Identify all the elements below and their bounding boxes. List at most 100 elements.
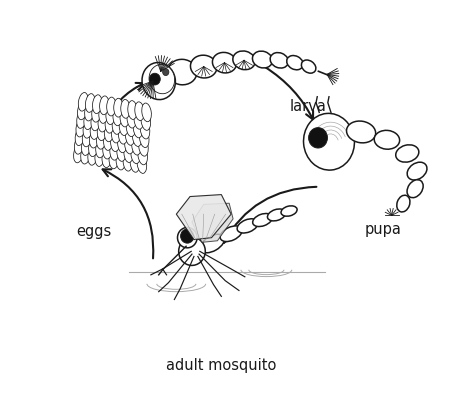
Ellipse shape xyxy=(301,60,316,73)
Ellipse shape xyxy=(75,127,85,146)
Ellipse shape xyxy=(76,118,86,137)
Ellipse shape xyxy=(102,149,111,168)
Ellipse shape xyxy=(309,128,328,148)
Ellipse shape xyxy=(77,110,86,128)
Polygon shape xyxy=(192,203,233,242)
Ellipse shape xyxy=(287,56,303,70)
Ellipse shape xyxy=(139,137,148,156)
Text: larva: larva xyxy=(290,99,327,114)
Ellipse shape xyxy=(82,128,92,147)
Ellipse shape xyxy=(91,112,100,131)
Ellipse shape xyxy=(133,119,143,138)
Polygon shape xyxy=(176,195,231,240)
Ellipse shape xyxy=(99,104,108,123)
Ellipse shape xyxy=(88,146,97,165)
Ellipse shape xyxy=(110,133,120,152)
Ellipse shape xyxy=(163,69,169,75)
Ellipse shape xyxy=(84,111,93,129)
Ellipse shape xyxy=(121,100,130,118)
Ellipse shape xyxy=(407,180,423,198)
Ellipse shape xyxy=(131,145,140,164)
Ellipse shape xyxy=(132,136,141,155)
Ellipse shape xyxy=(97,122,107,141)
Ellipse shape xyxy=(100,96,109,115)
Ellipse shape xyxy=(111,124,121,143)
Ellipse shape xyxy=(82,137,91,155)
Ellipse shape xyxy=(85,94,95,112)
Text: eggs: eggs xyxy=(76,224,112,239)
Ellipse shape xyxy=(85,102,94,121)
Text: pupa: pupa xyxy=(364,222,401,237)
Ellipse shape xyxy=(78,101,87,120)
Ellipse shape xyxy=(212,52,237,73)
Ellipse shape xyxy=(233,51,255,70)
Ellipse shape xyxy=(114,98,123,117)
Ellipse shape xyxy=(89,138,98,156)
Ellipse shape xyxy=(407,162,427,180)
Ellipse shape xyxy=(132,128,142,146)
Ellipse shape xyxy=(106,106,115,125)
Ellipse shape xyxy=(346,121,376,143)
Ellipse shape xyxy=(220,226,242,241)
Ellipse shape xyxy=(104,123,114,142)
Ellipse shape xyxy=(81,145,91,164)
Ellipse shape xyxy=(113,107,122,126)
Ellipse shape xyxy=(149,73,160,85)
Ellipse shape xyxy=(78,93,88,111)
Ellipse shape xyxy=(138,146,147,165)
Ellipse shape xyxy=(92,103,101,122)
Ellipse shape xyxy=(124,144,133,162)
Ellipse shape xyxy=(92,95,102,114)
Ellipse shape xyxy=(90,129,99,148)
Ellipse shape xyxy=(141,112,151,130)
Ellipse shape xyxy=(107,97,116,116)
Ellipse shape xyxy=(396,145,419,162)
Ellipse shape xyxy=(135,102,144,121)
Text: adult mosquito: adult mosquito xyxy=(166,358,276,373)
Ellipse shape xyxy=(140,120,150,139)
Ellipse shape xyxy=(125,135,134,154)
Ellipse shape xyxy=(267,209,286,221)
Ellipse shape xyxy=(123,152,132,171)
Ellipse shape xyxy=(95,148,104,166)
Ellipse shape xyxy=(73,144,83,163)
Ellipse shape xyxy=(303,114,355,170)
Ellipse shape xyxy=(191,55,217,78)
Ellipse shape xyxy=(119,117,128,135)
Ellipse shape xyxy=(142,63,175,100)
Ellipse shape xyxy=(96,139,105,158)
Ellipse shape xyxy=(177,227,197,248)
Ellipse shape xyxy=(112,116,121,134)
Ellipse shape xyxy=(134,110,144,129)
Ellipse shape xyxy=(117,143,126,161)
Ellipse shape xyxy=(128,101,137,119)
Ellipse shape xyxy=(237,219,258,233)
Ellipse shape xyxy=(118,134,127,153)
Ellipse shape xyxy=(110,141,119,160)
Ellipse shape xyxy=(179,237,205,266)
Ellipse shape xyxy=(167,59,197,85)
Ellipse shape xyxy=(120,108,129,127)
Ellipse shape xyxy=(200,234,225,253)
Ellipse shape xyxy=(105,114,114,133)
Ellipse shape xyxy=(103,140,112,159)
Ellipse shape xyxy=(127,109,137,128)
Ellipse shape xyxy=(116,151,126,170)
Ellipse shape xyxy=(103,131,113,150)
Ellipse shape xyxy=(118,125,128,144)
Ellipse shape xyxy=(126,127,135,145)
Ellipse shape xyxy=(90,121,100,139)
Ellipse shape xyxy=(97,130,106,149)
Ellipse shape xyxy=(74,136,84,154)
Ellipse shape xyxy=(98,113,108,132)
Ellipse shape xyxy=(270,52,288,68)
Ellipse shape xyxy=(181,229,194,243)
Ellipse shape xyxy=(374,130,400,149)
Ellipse shape xyxy=(149,64,174,94)
Ellipse shape xyxy=(281,206,297,216)
Ellipse shape xyxy=(253,214,272,227)
Ellipse shape xyxy=(109,150,118,169)
Ellipse shape xyxy=(139,129,149,148)
Ellipse shape xyxy=(142,103,151,122)
Ellipse shape xyxy=(83,119,92,138)
